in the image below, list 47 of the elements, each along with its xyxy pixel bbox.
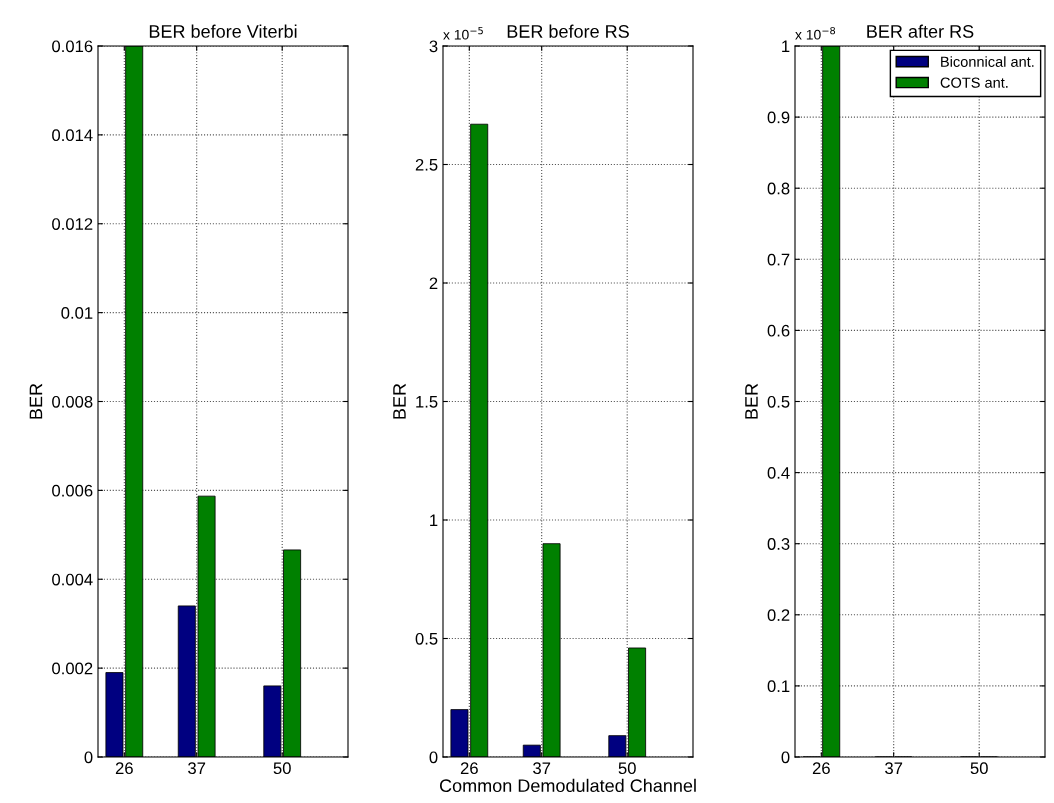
y-axis-title: BER xyxy=(745,383,758,419)
x-tick-label: 26 xyxy=(115,762,133,775)
y-tick-label: 0.016 xyxy=(52,40,93,53)
x-tick-label: 26 xyxy=(460,762,478,775)
y-axis-title: BER xyxy=(393,383,406,419)
x-tick-label: 50 xyxy=(273,762,291,775)
text: x 10$^{−8}$ xyxy=(795,26,836,40)
x-tick-label: 50 xyxy=(618,762,636,775)
y-tick-label: 0.1 xyxy=(767,680,790,693)
y-tick-label: 0 xyxy=(84,751,93,764)
legend-label: Biconnical ant. xyxy=(941,56,1034,67)
chart-title: BER after RS xyxy=(867,24,974,38)
y-tick-label: 0.7 xyxy=(767,253,790,266)
y-tick-label: 2.5 xyxy=(415,158,438,171)
text: x 10$^{−5}$ xyxy=(443,27,483,40)
y-tick-label: 0.01 xyxy=(61,307,93,319)
y-tick-label: 0.3 xyxy=(767,538,790,550)
x-axis-title: Common Demodulated Channel xyxy=(439,778,696,793)
y-tick-label: 0.004 xyxy=(52,573,93,586)
y-tick-label: 1 xyxy=(782,40,790,53)
y-tick-label: 0.008 xyxy=(52,395,93,408)
y-tick-label: 1.5 xyxy=(416,396,438,408)
y-tick-label: 0.006 xyxy=(52,484,93,497)
y-tick-label: 0.5 xyxy=(415,632,438,645)
y-tick-label: 0.8 xyxy=(767,182,790,195)
y-tick-label: 3 xyxy=(429,40,438,53)
y-tick-label: 0.2 xyxy=(767,609,790,621)
y-tick-label: 0 xyxy=(781,751,790,764)
legend-label: COTS ant. xyxy=(940,77,1008,88)
y-tick-label: 0.5 xyxy=(767,395,790,408)
y-tick-label: 0.014 xyxy=(52,129,93,142)
x-tick-label: 37 xyxy=(885,762,903,775)
y-axis-title: BER xyxy=(29,383,43,419)
y-tick-label: 0.6 xyxy=(767,324,790,337)
y-tick-label: 1 xyxy=(430,514,438,527)
x-tick-label: 37 xyxy=(188,762,206,775)
y-tick-label: 0.002 xyxy=(52,662,93,675)
y-tick-label: 0 xyxy=(429,751,438,764)
y-tick-label: 0.4 xyxy=(767,467,790,479)
x-tick-label: 37 xyxy=(533,762,551,775)
x-tick-label: 50 xyxy=(970,762,988,775)
y-tick-label: 2 xyxy=(429,277,438,290)
chart-title: BER before RS xyxy=(507,24,629,38)
y-tick-label: 0.012 xyxy=(52,218,93,230)
x-tick-label: 26 xyxy=(812,762,830,775)
y-tick-label: 0.9 xyxy=(767,111,790,124)
chart-title: BER before Viterbi xyxy=(149,24,297,38)
